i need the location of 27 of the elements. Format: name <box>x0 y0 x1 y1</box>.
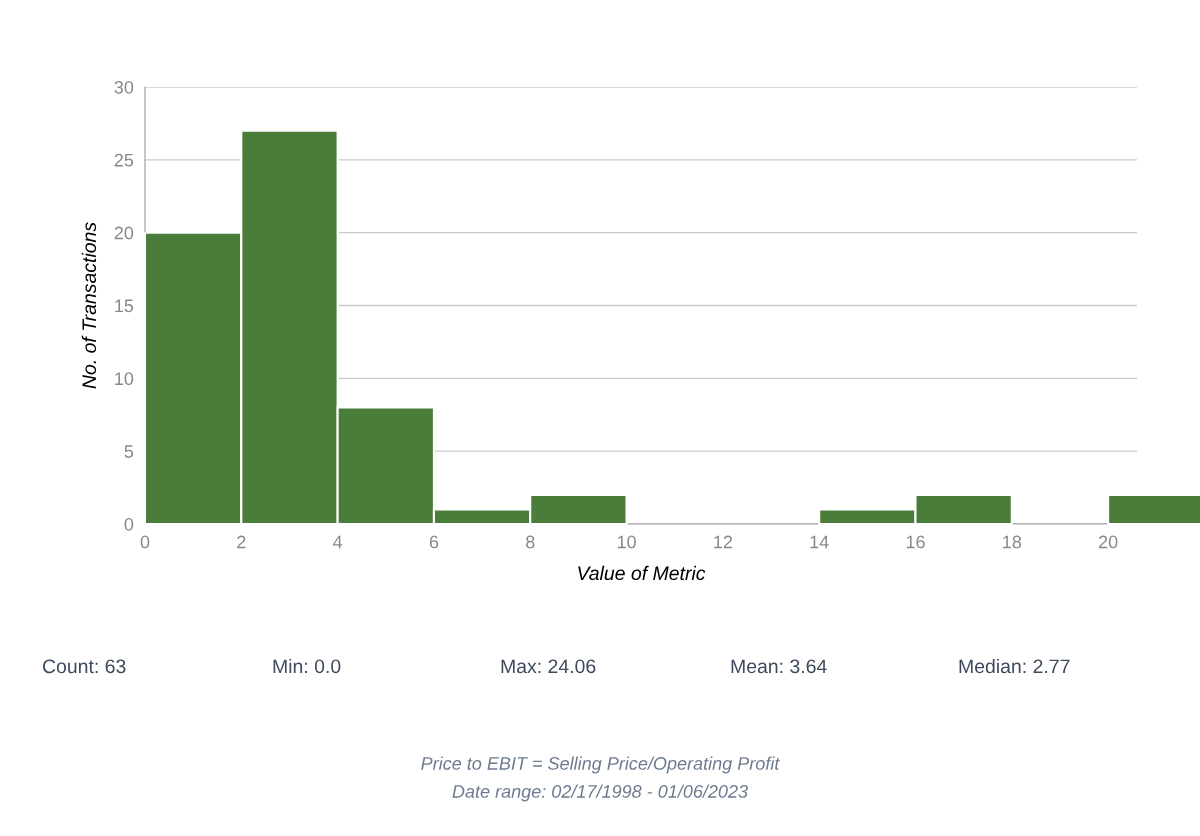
x-tick-label: 10 <box>617 535 636 549</box>
x-tick-label: 6 <box>429 535 439 549</box>
x-tick-label: 16 <box>906 535 925 549</box>
x-tick-label: 0 <box>140 535 150 549</box>
x-tick-label: 18 <box>1003 535 1022 549</box>
x-tick-label: 14 <box>810 535 829 549</box>
y-tick-label: 30 <box>114 80 134 94</box>
x-tick-label: 8 <box>526 535 535 549</box>
text: Min: 0.0 <box>273 658 341 674</box>
y-tick-label: 10 <box>115 372 134 386</box>
y-tick-label: 20 <box>114 226 134 240</box>
text: Max: 24.06 <box>501 659 596 674</box>
text: Mean: 3.64 <box>731 659 827 674</box>
x-tick-label: 2 <box>237 535 246 549</box>
text: Count: 63 <box>42 659 126 674</box>
y-axis-title: No. of Transactions <box>81 222 97 389</box>
y-tick-label: 25 <box>114 153 134 167</box>
x-axis-title: Value of Metric <box>578 565 706 581</box>
y-tick-label: 0 <box>124 517 134 531</box>
y-tick-label: 5 <box>124 445 134 458</box>
text: Date range: 02/17/1998 - 01/06/2023 <box>452 784 748 802</box>
x-tick-label: 12 <box>714 535 732 549</box>
x-tick-label: 20 <box>1098 535 1118 549</box>
text: Price to EBIT = Selling Price/Operating Profit <box>421 756 781 774</box>
y-tick-label: 15 <box>115 299 134 313</box>
x-tick-label: 4 <box>333 535 343 549</box>
text: Median: 2.77 <box>959 658 1070 674</box>
